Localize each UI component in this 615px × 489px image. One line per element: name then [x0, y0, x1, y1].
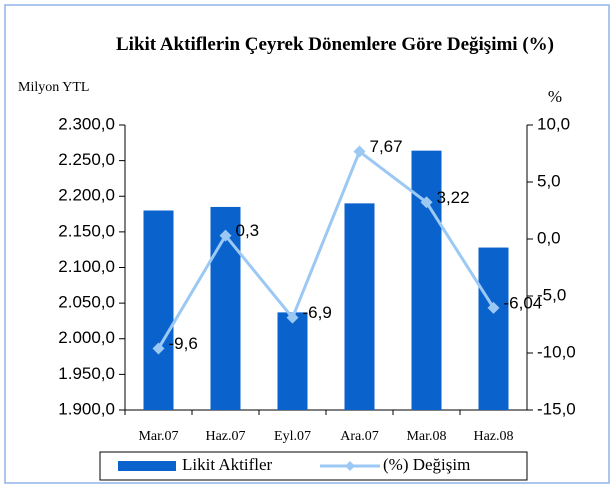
- y2-tick-label: 0,0: [537, 228, 561, 247]
- data-label: -6,04: [504, 293, 543, 312]
- data-label: 7,67: [370, 137, 403, 156]
- line-marker: [487, 301, 500, 314]
- x-tick-label: Haz.07: [205, 429, 245, 444]
- y-tick-label: 1.950,0: [58, 364, 115, 383]
- line-marker: [286, 311, 299, 324]
- y-tick-label: 2.300,0: [58, 114, 115, 133]
- y2-tick-label: 5,0: [537, 171, 561, 190]
- legend-label: Likit Aktifler: [182, 455, 273, 474]
- y-tick-label: 2.000,0: [58, 328, 115, 347]
- y-tick-label: 2.250,0: [58, 150, 115, 169]
- y-tick-label: 2.100,0: [58, 257, 115, 276]
- data-label: 0,3: [236, 221, 260, 240]
- y-tick-label: 2.150,0: [58, 221, 115, 240]
- y2-axis-label: %: [548, 87, 562, 106]
- legend-label: (%) Değişim: [383, 455, 470, 474]
- y-tick-label: 1.900,0: [58, 399, 115, 418]
- x-tick-label: Ara.07: [340, 429, 379, 444]
- x-tick-label: Mar.07: [138, 429, 178, 444]
- bar: [277, 312, 308, 410]
- y2-tick-label: 10,0: [537, 114, 570, 133]
- y2-tick-label: -5,0: [537, 285, 566, 304]
- y2-tick-label: -15,0: [537, 399, 576, 418]
- line-marker: [353, 145, 366, 158]
- chart-title: Likit Aktiflerin Çeyrek Dönemlere Göre D…: [116, 34, 554, 55]
- x-tick-label: Haz.08: [473, 429, 513, 444]
- data-label: -6,9: [303, 303, 332, 322]
- x-tick-label: Eyl.07: [274, 429, 311, 444]
- y-tick-label: 2.200,0: [58, 186, 115, 205]
- line-marker: [219, 229, 232, 242]
- bar: [344, 203, 375, 410]
- bar: [478, 247, 509, 410]
- legend-marker: [345, 461, 355, 471]
- y2-tick-label: -10,0: [537, 342, 576, 361]
- legend-swatch: [118, 461, 176, 471]
- bar: [143, 210, 174, 410]
- y-tick-label: 2.050,0: [58, 293, 115, 312]
- data-label: -9,6: [169, 334, 198, 353]
- data-label: 3,22: [437, 188, 470, 207]
- y-axis-label: Milyon YTL: [18, 80, 89, 95]
- x-tick-label: Mar.08: [406, 429, 446, 444]
- line-marker: [420, 196, 433, 209]
- line-marker: [152, 342, 165, 355]
- line: [157, 149, 495, 350]
